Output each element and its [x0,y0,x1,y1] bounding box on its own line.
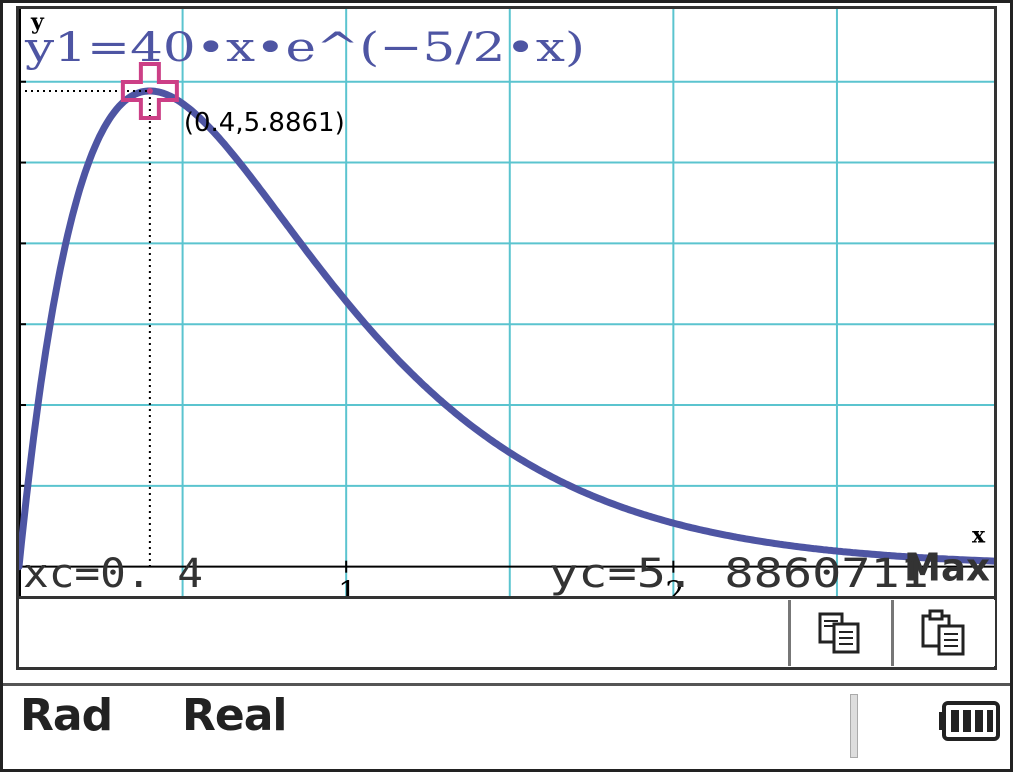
paste-button[interactable] [891,600,995,666]
function-curve [19,87,994,571]
copy-icon [818,612,859,654]
toolbar-row [16,596,997,670]
x-tick-label: 1 [338,576,357,599]
y-axis-label: y [30,9,45,35]
trace-cursor[interactable] [120,61,179,120]
cursor-layer [19,61,179,567]
angle-mode-label[interactable]: Rad [20,690,113,741]
number-mode-label[interactable]: Real [182,690,287,741]
xc-readout: xc=0. 4 [23,551,203,597]
entry-field[interactable] [18,600,788,666]
trace-cursor-dot [146,87,153,94]
status-scroll-indicator [850,694,858,758]
x-axis-label: x [972,523,986,549]
point-coordinate-label: (0.4,5.8861) [184,108,345,138]
curve-layer [19,87,994,571]
analysis-mode-label: Max [904,546,990,590]
paste-icon [921,609,964,656]
copy-button[interactable] [788,600,888,666]
status-bar [0,683,1013,772]
battery-icon [939,701,1000,741]
grid-lines [19,9,994,599]
function-label: y1=40•x•e^(−5/2•x) [24,25,585,71]
graph-window[interactable]: y y1=40•x•e^(−5/2•x) (0.4,5.8861) 1 2 x Max xc=… [16,6,997,670]
yc-readout: yc=5. 8860711 [549,551,929,597]
x-tick-label: 2 [665,576,684,599]
